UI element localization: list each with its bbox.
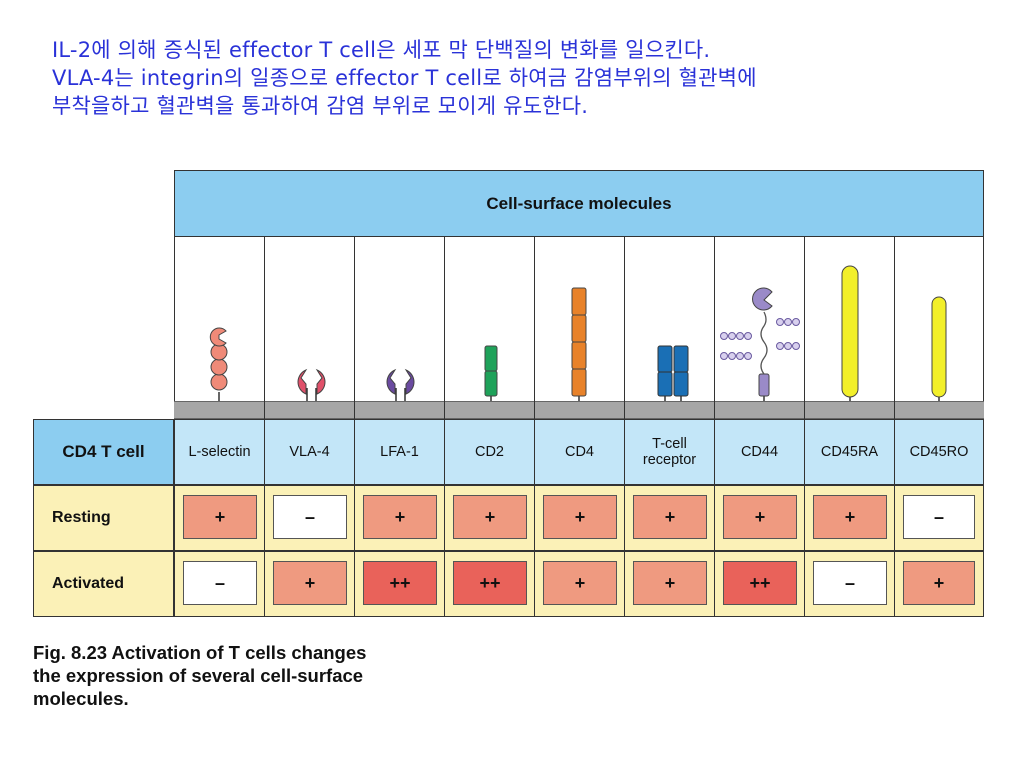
row-label-resting: Resting [33,485,174,551]
cd2-icon [484,345,498,418]
tcr-icon [657,345,689,418]
expression-cell: – [183,561,257,605]
intro-line: 부착을하고 혈관벽을 통과하여 감염 부위로 모이게 유도한다. [52,94,589,118]
expression-cell: + [543,495,617,539]
caption-line: the expression of several cell-surface [33,665,364,686]
molecule-name: CD45RA [820,444,879,460]
molecule-name-line: T-cell [652,436,687,452]
expression-cell: + [273,561,347,605]
expression-cell: + [633,495,707,539]
cd45ra-icon [841,265,859,418]
expression-cell: + [903,561,975,605]
molecule-name: LFA-1 [380,444,419,460]
molecule-name: CD4 [564,444,594,460]
column-divider [534,237,535,617]
column-divider [624,237,625,617]
cd45ro-icon [931,296,947,418]
caption-line: molecules. [33,688,129,709]
row-header-cd4-t-cell: CD4 T cell [33,419,174,485]
expression-cell: + [543,561,617,605]
expression-cell: + [183,495,257,539]
expression-cell: – [273,495,347,539]
molecule-name: CD45RO [909,444,969,460]
cd4-icon [571,287,587,418]
row-label-activated: Activated [33,551,174,617]
column-divider [444,237,445,617]
expression-cell: + [723,495,797,539]
column-divider [264,237,265,617]
expression-cell: + [813,495,887,539]
molecule-name: VLA-4 [289,444,330,460]
intro-line: IL-2에 의해 증식된 effector T cell은 세포 막 단백질의 … [52,38,711,62]
molecule-name-row: L-selectin VLA-4 LFA-1 CD2 CD4 T-cell re… [174,419,984,485]
figure-caption: Fig. 8.23 Activation of T cells changes … [33,641,493,710]
activated-row: – + ++ ++ + + ++ – + [174,551,984,617]
cd44-icon [720,287,800,418]
expression-cell: + [363,495,437,539]
expression-cell: + [633,561,707,605]
molecule-name: CD44 [740,444,779,460]
cell-membrane [174,401,984,419]
expression-cell: – [813,561,887,605]
column-divider [714,237,715,617]
molecule-name: T-cell receptor [625,420,714,484]
molecule-name: CD2 [474,444,504,460]
column-divider [894,237,895,617]
expression-cell: ++ [723,561,797,605]
intro-text: IL-2에 의해 증식된 effector T cell은 세포 막 단백질의 … [52,36,1002,120]
column-divider [354,237,355,617]
caption-line: Fig. 8.23 Activation of T cells changes [33,642,367,663]
column-divider [804,237,805,617]
molecule-name-line: receptor [642,452,697,468]
molecule-name: L-selectin [188,444,251,460]
expression-cell: ++ [363,561,437,605]
expression-cell: – [903,495,975,539]
expression-cell: + [453,495,527,539]
table-header: Cell-surface molecules [174,170,984,237]
resting-row: + – + + + + + + – [174,485,984,551]
l-selectin-icon [209,327,228,418]
intro-line: VLA-4는 integrin의 일종으로 effector T cell로 하… [52,66,757,90]
expression-cell: ++ [453,561,527,605]
